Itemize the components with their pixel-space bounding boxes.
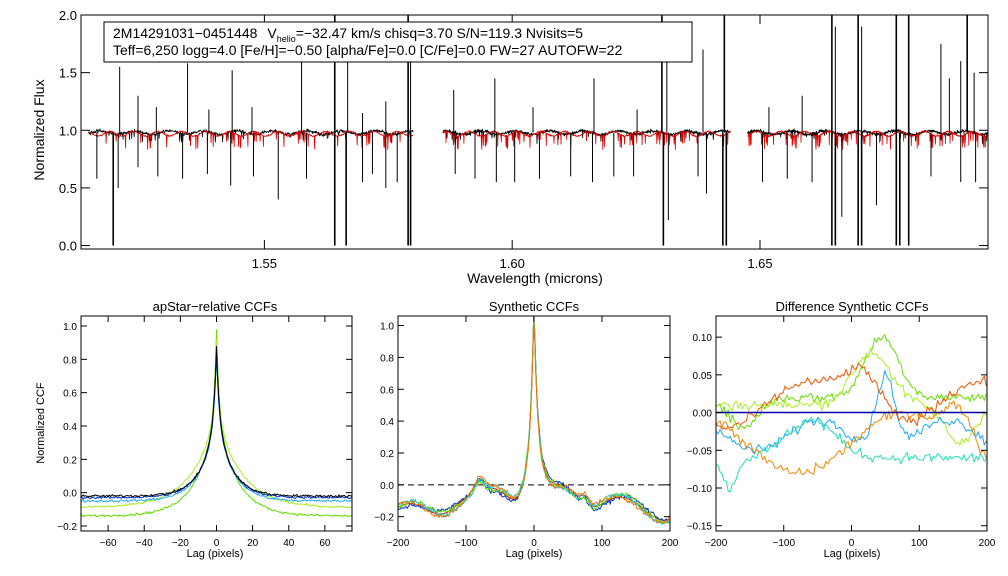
apstar-xtick-label-5: 40	[283, 538, 295, 549]
apstar-xtick-label-6: 60	[319, 538, 331, 549]
difference-series	[715, 334, 987, 493]
synthetic-xlabel: Lag (pixels)	[506, 548, 563, 560]
difference-xlabel: Lag (pixels)	[824, 548, 881, 560]
difference-ytick-label-2: −0.05	[687, 446, 713, 457]
difference-ytick-label-5: 0.10	[693, 333, 713, 344]
difference-title: Difference Synthetic CCFs	[776, 299, 929, 314]
synthetic-title: Synthetic CCFs	[489, 299, 580, 314]
synthetic-xtick-label-3: 100	[594, 538, 611, 549]
info-vhelio-value: =−32.47 km/s chisq=3.70 S/N=119.3 Nvisit…	[296, 25, 584, 41]
spectrum-model-chip-0	[88, 129, 414, 150]
difference-xtick-label-0: −200	[705, 538, 728, 549]
apstar-series	[80, 329, 353, 518]
synthetic-ytick-label-1: 0.0	[380, 481, 394, 492]
apstar-ccf-visit-2	[80, 339, 353, 509]
info-star-id: 2M14291031−0451448	[113, 25, 258, 41]
apstar-ytick-label-5: 0.8	[63, 355, 77, 366]
difference-ytick-label-4: 0.05	[693, 371, 713, 382]
difference-ytick-label-3: 0.00	[693, 409, 713, 420]
difference-ccf-diff-6	[715, 400, 987, 475]
difference-ytick-label-0: −0.15	[687, 522, 713, 533]
apstar-title: apStar−relative CCFs	[153, 299, 278, 314]
info-line-1: 2M14291031−0451448 Vhelio=−32.47 km/s chi…	[113, 25, 583, 44]
apstar-xlabel: Lag (pixels)	[187, 548, 244, 560]
apstar-xtick-label-0: −60	[100, 538, 117, 549]
apstar-ytick-label-0: −0.2	[57, 522, 77, 533]
spectrum-ytick-label-4: 2.0	[59, 8, 77, 23]
difference-xtick-label-3: 100	[911, 538, 928, 549]
difference-ccf-diff-4	[715, 416, 987, 493]
apstar-xtick-label-2: −20	[172, 538, 189, 549]
spectrum-panel: Normalized Flux Wavelength (microns) 1.5…	[31, 8, 989, 286]
info-box-frame	[103, 21, 693, 63]
apstar-xtick-label-1: −40	[136, 538, 153, 549]
difference-ytick-label-1: −0.10	[687, 484, 713, 495]
apstar-ylabel: Normalized CCF	[35, 382, 47, 464]
apstar-axes-frame	[80, 315, 353, 532]
spectrum-series	[88, 15, 989, 246]
synthetic-ytick-label-5: 0.8	[380, 353, 394, 364]
difference-xtick-label-4: 200	[979, 538, 996, 549]
spectrum-info-box: 2M14291031−0451448 Vhelio=−32.47 km/s chi…	[103, 21, 693, 63]
spectrum-ytick-label-1: 0.5	[59, 181, 77, 196]
spectrum-ytick-label-3: 1.5	[59, 66, 77, 81]
spectrum-xtick-label-1: 1.60	[500, 256, 525, 271]
difference-xtick-label-2: 0	[849, 538, 855, 549]
difference-xtick-label-1: −100	[772, 538, 795, 549]
spectrum-xtick-label-2: 1.65	[747, 256, 772, 271]
synthetic-xtick-label-1: −100	[455, 538, 478, 549]
synthetic-ytick-label-3: 0.4	[380, 417, 394, 428]
spectrum-ylabel: Normalized Flux	[31, 79, 47, 180]
apstar-ccf-panel: apStar−relative CCFs Normalized CCF Lag …	[35, 299, 353, 560]
synthetic-ticks: −200 −100 0 100 200 −0.2 0.0 0.2 0.4 0.6 0.8 1.0	[374, 316, 679, 549]
info-vhelio-subscript: helio	[277, 34, 296, 44]
spectrum-observed-chip-2	[747, 128, 989, 145]
apstar-ytick-label-4: 0.6	[63, 389, 77, 400]
synthetic-ccf-panel: Synthetic CCFs Lag (pixels) −200 −100 0 100…	[374, 299, 679, 560]
difference-ticks: −200 −100 0 100 200 −0.15 −0.10 −0.05 0.00 0.05 0.…	[687, 316, 996, 549]
synthetic-xtick-label-4: 200	[662, 538, 679, 549]
apstar-xtick-label-4: 20	[247, 538, 259, 549]
synthetic-xtick-label-2: 0	[531, 538, 537, 549]
synthetic-ytick-label-2: 0.2	[380, 449, 394, 460]
synthetic-ytick-label-4: 0.6	[380, 385, 394, 396]
apstar-ccf-visit-1	[80, 329, 353, 518]
difference-axes-frame	[715, 315, 988, 532]
spectrum-ytick-label-2: 1.0	[59, 123, 77, 138]
synthetic-ytick-label-0: −0.2	[374, 513, 394, 524]
synthetic-axes-frame	[397, 315, 671, 532]
synthetic-xtick-label-0: −200	[387, 538, 410, 549]
info-vhelio-symbol: V	[267, 25, 277, 41]
apstar-ytick-label-3: 0.4	[63, 422, 77, 433]
spectrum-model-chip-1	[442, 130, 731, 150]
apstar-ytick-label-6: 1.0	[63, 322, 77, 333]
apstar-ytick-label-1: 0.0	[63, 489, 77, 500]
apstar-ccf-visit-5	[80, 345, 353, 498]
apstar-ytick-label-2: 0.2	[63, 455, 77, 466]
apstar-ticks: −60 −40 −20 0 20 40 60 −0.2 0.0 0.2 0.4 0.6 0.8 1.0	[57, 316, 352, 549]
difference-ccf-diff-5	[715, 362, 987, 430]
apstar-xtick-label-3: 0	[214, 538, 220, 549]
spectrum-ytick-label-0: 0.0	[59, 239, 77, 254]
synthetic-ytick-label-6: 1.0	[380, 322, 394, 333]
difference-ccf-panel: Difference Synthetic CCFs Lag (pixels) −…	[687, 299, 996, 560]
spectrum-xlabel: Wavelength (microns)	[467, 270, 603, 286]
difference-ccf-diff-3	[715, 370, 987, 455]
info-line-2: Teff=6,250 logg=4.0 [Fe/H]=−0.50 [alpha/…	[113, 42, 622, 58]
spectrum-observed-chip-0	[88, 128, 414, 143]
spectrum-xtick-label-0: 1.55	[252, 256, 277, 271]
spectrum-axes-frame	[80, 14, 989, 250]
